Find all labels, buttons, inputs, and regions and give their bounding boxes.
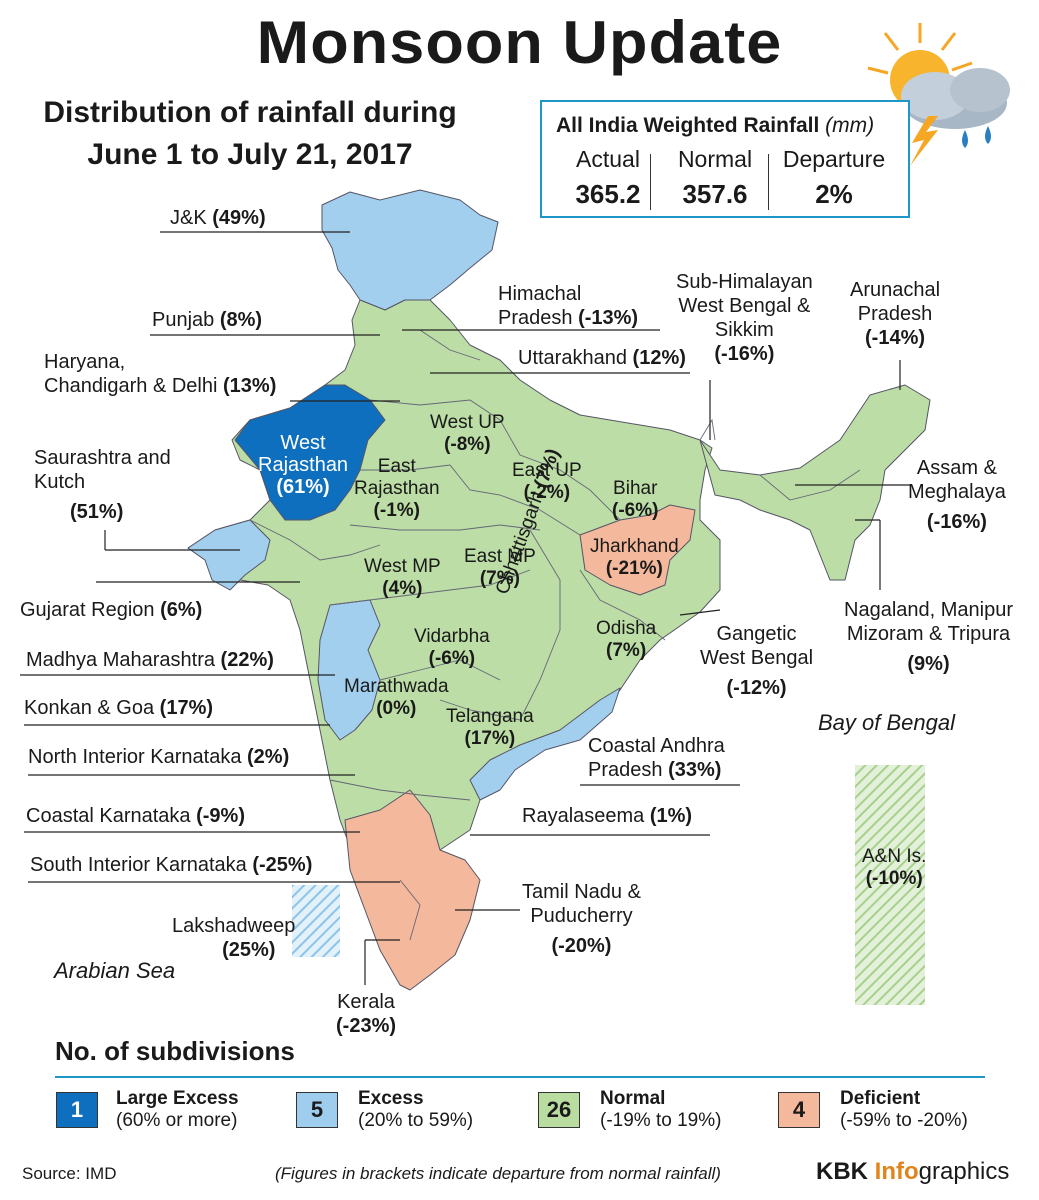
- legend-title: No. of subdivisions: [55, 1036, 295, 1066]
- label-nmmt: Nagaland, Manipur Mizoram & Tripura (9%): [844, 599, 1013, 675]
- label-sub-himalayan: Sub-Himalayan West Bengal & Sikkim (-16%): [676, 271, 813, 365]
- label-madhya-maharashtra: Madhya Maharashtra (22%): [26, 649, 274, 671]
- legend-item-excess: Excess (20% to 59%): [358, 1088, 474, 1131]
- departure-column: Departure 2%: [774, 146, 894, 210]
- label-vidarbha: Vidarbha (-6%): [414, 626, 490, 669]
- actual-label: Actual: [576, 146, 640, 172]
- normal-label: Normal: [677, 146, 753, 172]
- label-konkan: Konkan & Goa (17%): [24, 697, 214, 719]
- label-punjab: Punjab (8%): [152, 309, 263, 331]
- footnote: (Figures in brackets indicate departure …: [275, 1164, 721, 1183]
- label-arabian-sea: Arabian Sea: [54, 958, 176, 983]
- label-haryana: Haryana, Chandigarh & Delhi (13%): [44, 351, 277, 397]
- page-title: Monsoon Update: [256, 9, 783, 76]
- label-marathwada: Marathwada (0%): [344, 676, 449, 719]
- region-madhya-maharashtra: [317, 599, 381, 741]
- legend-swatch-excess: 5: [296, 1092, 338, 1128]
- label-east-up: East UP (-2%): [512, 460, 582, 503]
- legend-swatch-normal: 26: [538, 1092, 580, 1128]
- region-jharkhand: [579, 504, 696, 596]
- label-an-islands: A&N Is. (-10%): [862, 846, 927, 889]
- region-coastal-andhra: [469, 687, 621, 801]
- normal-column: Normal 357.6: [660, 146, 770, 210]
- region-saurashtra: [187, 519, 271, 591]
- label-saurashtra: Saurashtra and Kutch (51%): [34, 447, 171, 523]
- label-rayalaseema: Rayalaseema (1%): [522, 805, 693, 827]
- region-lakshadweep: [292, 885, 340, 957]
- label-east-mp: East MP (7%): [464, 546, 536, 589]
- region-jk: [321, 189, 499, 311]
- label-uttarakhand: Uttarakhand (12%): [518, 347, 686, 369]
- label-assam: Assam & Meghalaya (-16%): [908, 457, 1006, 533]
- label-gangetic-wb: Gangetic West Bengal (-12%): [700, 623, 814, 699]
- actual-column: Actual 365.2: [558, 146, 658, 210]
- departure-value: 2%: [815, 179, 853, 209]
- label-gujarat: Gujarat Region (6%): [20, 599, 203, 621]
- region-northeast: [699, 384, 931, 581]
- divider: [650, 154, 651, 210]
- divider: [768, 154, 769, 210]
- region-west-rajasthan: [234, 384, 386, 521]
- source-note: Source: IMD: [22, 1164, 117, 1183]
- label-bay-of-bengal: Bay of Bengal: [818, 710, 955, 735]
- label-jk: J&K (49%): [170, 207, 266, 229]
- departure-label: Departure: [782, 146, 886, 172]
- legend-item-large-excess: Large Excess (60% or more): [116, 1088, 239, 1131]
- subtitle: Distribution of rainfall during June 1 t…: [20, 92, 480, 176]
- label-sik: South Interior Karnataka (-25%): [30, 854, 313, 876]
- legend-item-deficient: Deficient (-59% to -20%): [840, 1088, 968, 1131]
- label-west-up: West UP (-8%): [430, 412, 505, 455]
- label-tamil-nadu: Tamil Nadu & Puducherry (-20%): [522, 881, 641, 957]
- label-telangana: Telangana (17%): [446, 706, 534, 749]
- label-arunachal: Arunachal Pradesh (-14%): [850, 279, 941, 349]
- label-coastal-ap: Coastal Andhra Pradesh (33%): [588, 735, 725, 781]
- label-east-rajasthan: East Rajasthan (-1%): [354, 456, 440, 521]
- subtitle-line-2: June 1 to July 21, 2017: [87, 138, 413, 171]
- label-jharkhand: Jharkhand (-21%): [590, 536, 679, 579]
- normal-value: 357.6: [682, 179, 748, 209]
- label-west-mp: West MP (4%): [364, 556, 441, 599]
- label-himachal: Himachal Pradesh (-13%): [498, 283, 639, 329]
- legend-divider: [55, 1076, 985, 1078]
- legend-swatch-large-excess: 1: [56, 1092, 98, 1128]
- legend-item-normal: Normal (-19% to 19%): [600, 1088, 722, 1131]
- label-nik: North Interior Karnataka (2%): [28, 746, 290, 768]
- label-odisha: Odisha (7%): [596, 618, 657, 661]
- all-india-rainfall-box: All India Weighted Rainfall (mm) Actual …: [540, 100, 910, 218]
- legend-swatch-deficient: 4: [778, 1092, 820, 1128]
- subtitle-line-1: Distribution of rainfall during: [43, 96, 457, 129]
- label-bihar: Bihar (-6%): [612, 478, 659, 521]
- region-an-islands: [855, 765, 925, 1005]
- label-coastal-karnataka: Coastal Karnataka (-9%): [26, 805, 245, 827]
- label-west-rajasthan: West Rajasthan (61%): [258, 432, 349, 498]
- rainfall-box-heading: All India Weighted Rainfall (mm): [556, 114, 875, 137]
- label-lakshadweep: Lakshadweep (25%): [172, 915, 296, 961]
- weather-sun-cloud-icon: [867, 23, 1010, 166]
- label-kerala: Kerala (-23%): [336, 991, 397, 1037]
- actual-value: 365.2: [575, 179, 641, 209]
- brand-logo: KBK Infographics: [816, 1158, 1010, 1185]
